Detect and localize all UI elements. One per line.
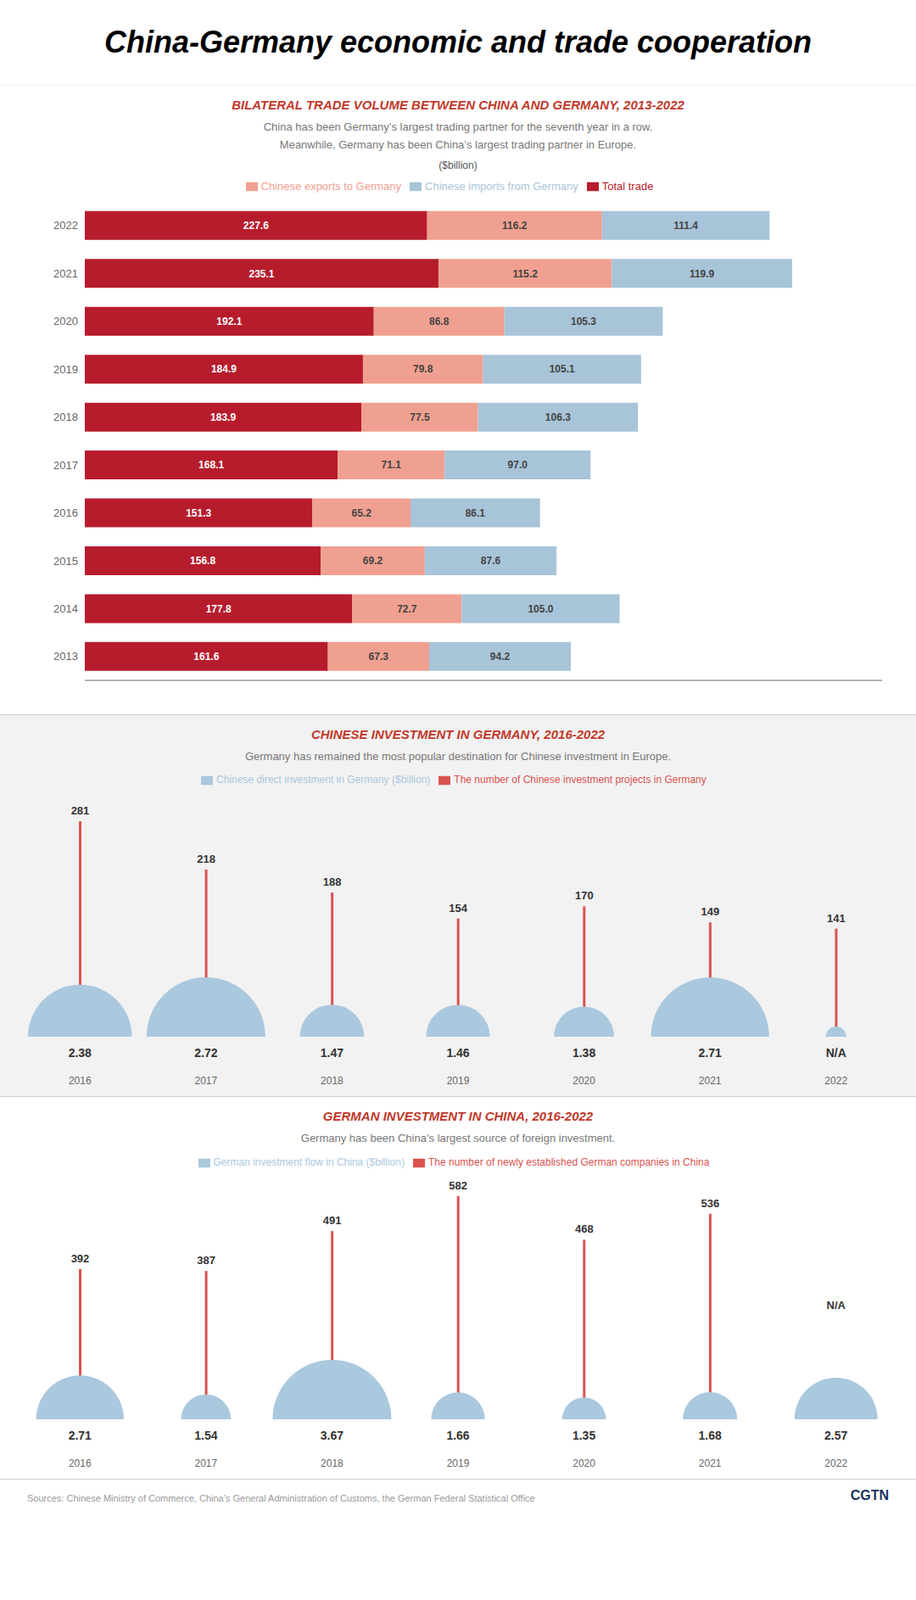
svg-text:116.2: 116.2 [502,219,528,232]
svg-text:86.8: 86.8 [429,315,450,328]
svg-text:2.72: 2.72 [194,1045,218,1060]
html-text:Chinese direct investment in G: Chinese direct investment in Germany ($b… [216,773,431,786]
svg-text:1.47: 1.47 [320,1045,344,1060]
svg-text:2017: 2017 [195,1074,218,1087]
svg-text:183.9: 183.9 [210,410,236,423]
svg-text:77.5: 77.5 [409,410,431,423]
svg-text:177.8: 177.8 [206,602,232,615]
svg-text:2022: 2022 [824,1457,848,1469]
svg-text:79.8: 79.8 [413,363,434,375]
svg-text:2018: 2018 [320,1074,344,1087]
svg-text:N/A: N/A [826,1298,847,1312]
svg-text:97.0: 97.0 [508,458,529,471]
svg-text:491: 491 [323,1213,342,1227]
svg-text:2.71: 2.71 [698,1045,722,1060]
svg-text:2018: 2018 [320,1457,344,1469]
svg-text:235.1: 235.1 [248,267,274,280]
svg-text:1.35: 1.35 [572,1428,596,1442]
svg-text:2.57: 2.57 [824,1428,848,1442]
html-text:China has been Germany’s large: China has been Germany’s largest trading… [263,120,653,151]
svg-text:1.68: 1.68 [698,1428,722,1442]
svg-text:2020: 2020 [572,1074,596,1087]
svg-text:N/A: N/A [826,1045,847,1060]
svg-text:151.3: 151.3 [185,506,212,519]
svg-text:154: 154 [448,901,468,915]
html-text:Chinese exports to Germany: Chinese exports to Germany [260,179,402,193]
svg-text:87.6: 87.6 [480,554,502,567]
html-text:Sources: Chinese Ministry of C: Sources: Chinese Ministry of Commerce, C… [27,1492,535,1504]
svg-text:2016: 2016 [68,1074,92,1087]
html-text:China-Germany economic and tra: China-Germany economic and trade coopera… [104,24,812,60]
svg-text:2017: 2017 [53,458,79,471]
svg-text:2013: 2013 [53,649,79,663]
svg-text:2018: 2018 [53,410,79,424]
svg-text:184.9: 184.9 [211,363,237,375]
html-text:BILATERAL TRADE VOLUME BETWEEN: BILATERAL TRADE VOLUME BETWEEN CHINA AND… [231,97,685,112]
html-text:Total trade: Total trade [601,179,654,193]
svg-text:161.6: 161.6 [193,650,219,663]
html-text:Chinese imports from Germany: Chinese imports from Germany [425,179,579,193]
html-text:The number of Chinese investme: The number of Chinese investment project… [454,773,707,786]
svg-text:141: 141 [826,911,846,925]
svg-text:536: 536 [701,1196,721,1210]
svg-text:69.2: 69.2 [363,554,384,567]
svg-text:2.71: 2.71 [68,1428,92,1442]
svg-text:2019: 2019 [446,1457,470,1469]
html-text:Germany has remained the most: Germany has remained the most popular de… [245,749,671,763]
svg-text:2022: 2022 [824,1074,848,1087]
svg-text:188: 188 [323,875,342,889]
svg-text:2019: 2019 [53,362,79,375]
svg-text:111.4: 111.4 [673,219,699,232]
svg-text:2019: 2019 [446,1074,470,1087]
svg-text:115.2: 115.2 [512,267,538,280]
svg-text:168.1: 168.1 [198,458,224,471]
html-text:CGTN: CGTN [850,1487,889,1503]
svg-text:71.1: 71.1 [381,458,403,471]
svg-text:105.3: 105.3 [570,315,597,328]
svg-text:2021: 2021 [698,1457,722,1469]
svg-text:392: 392 [71,1251,90,1265]
svg-text:2016: 2016 [68,1457,92,1469]
html-text:German investment flow in Chin: German investment flow in China ($billio… [213,1156,405,1169]
svg-text:105.0: 105.0 [527,602,553,615]
svg-text:2021: 2021 [53,266,79,280]
svg-text:72.7: 72.7 [396,602,418,615]
html-text:CHINESE INVESTMENT IN GERMANY,: CHINESE INVESTMENT IN GERMANY, 2016-2022 [311,726,605,741]
svg-text:2020: 2020 [572,1457,596,1469]
svg-text:2017: 2017 [195,1457,218,1469]
html-text:GERMAN INVESTMENT IN CHINA, 20: GERMAN INVESTMENT IN CHINA, 2016-2022 [322,1108,594,1124]
svg-text:2016: 2016 [53,506,79,520]
html-text:Germany has been China’s large: Germany has been China’s largest source … [300,1131,616,1145]
svg-text:67.3: 67.3 [368,650,390,663]
svg-text:2021: 2021 [698,1074,722,1087]
svg-text:468: 468 [575,1223,594,1236]
svg-text:65.2: 65.2 [351,506,372,519]
svg-text:218: 218 [196,852,216,866]
html-text:The number of newly establishe: The number of newly established German c… [428,1156,710,1169]
svg-text:2020: 2020 [53,314,79,328]
svg-text:2022: 2022 [53,218,79,232]
svg-text:119.9: 119.9 [689,267,715,280]
svg-text:387: 387 [196,1253,216,1267]
html-text:($billion): ($billion) [438,159,478,171]
svg-text:1.38: 1.38 [572,1045,596,1060]
svg-text:106.3: 106.3 [545,410,571,423]
svg-text:2014: 2014 [53,602,79,615]
svg-text:3.67: 3.67 [320,1428,344,1442]
svg-text:149: 149 [701,905,721,919]
svg-text:1.54: 1.54 [194,1428,218,1442]
svg-text:582: 582 [448,1178,468,1192]
svg-text:1.66: 1.66 [446,1428,470,1442]
svg-text:227.6: 227.6 [243,219,269,232]
svg-text:2015: 2015 [53,553,79,567]
svg-text:156.8: 156.8 [189,554,216,567]
svg-text:105.1: 105.1 [549,363,576,375]
svg-text:192.1: 192.1 [216,315,242,328]
svg-text:1.46: 1.46 [446,1045,470,1060]
svg-text:86.1: 86.1 [465,506,486,519]
svg-text:94.2: 94.2 [490,650,511,663]
svg-text:170: 170 [575,889,594,903]
svg-text:281: 281 [71,804,90,817]
svg-text:2.38: 2.38 [68,1045,92,1060]
